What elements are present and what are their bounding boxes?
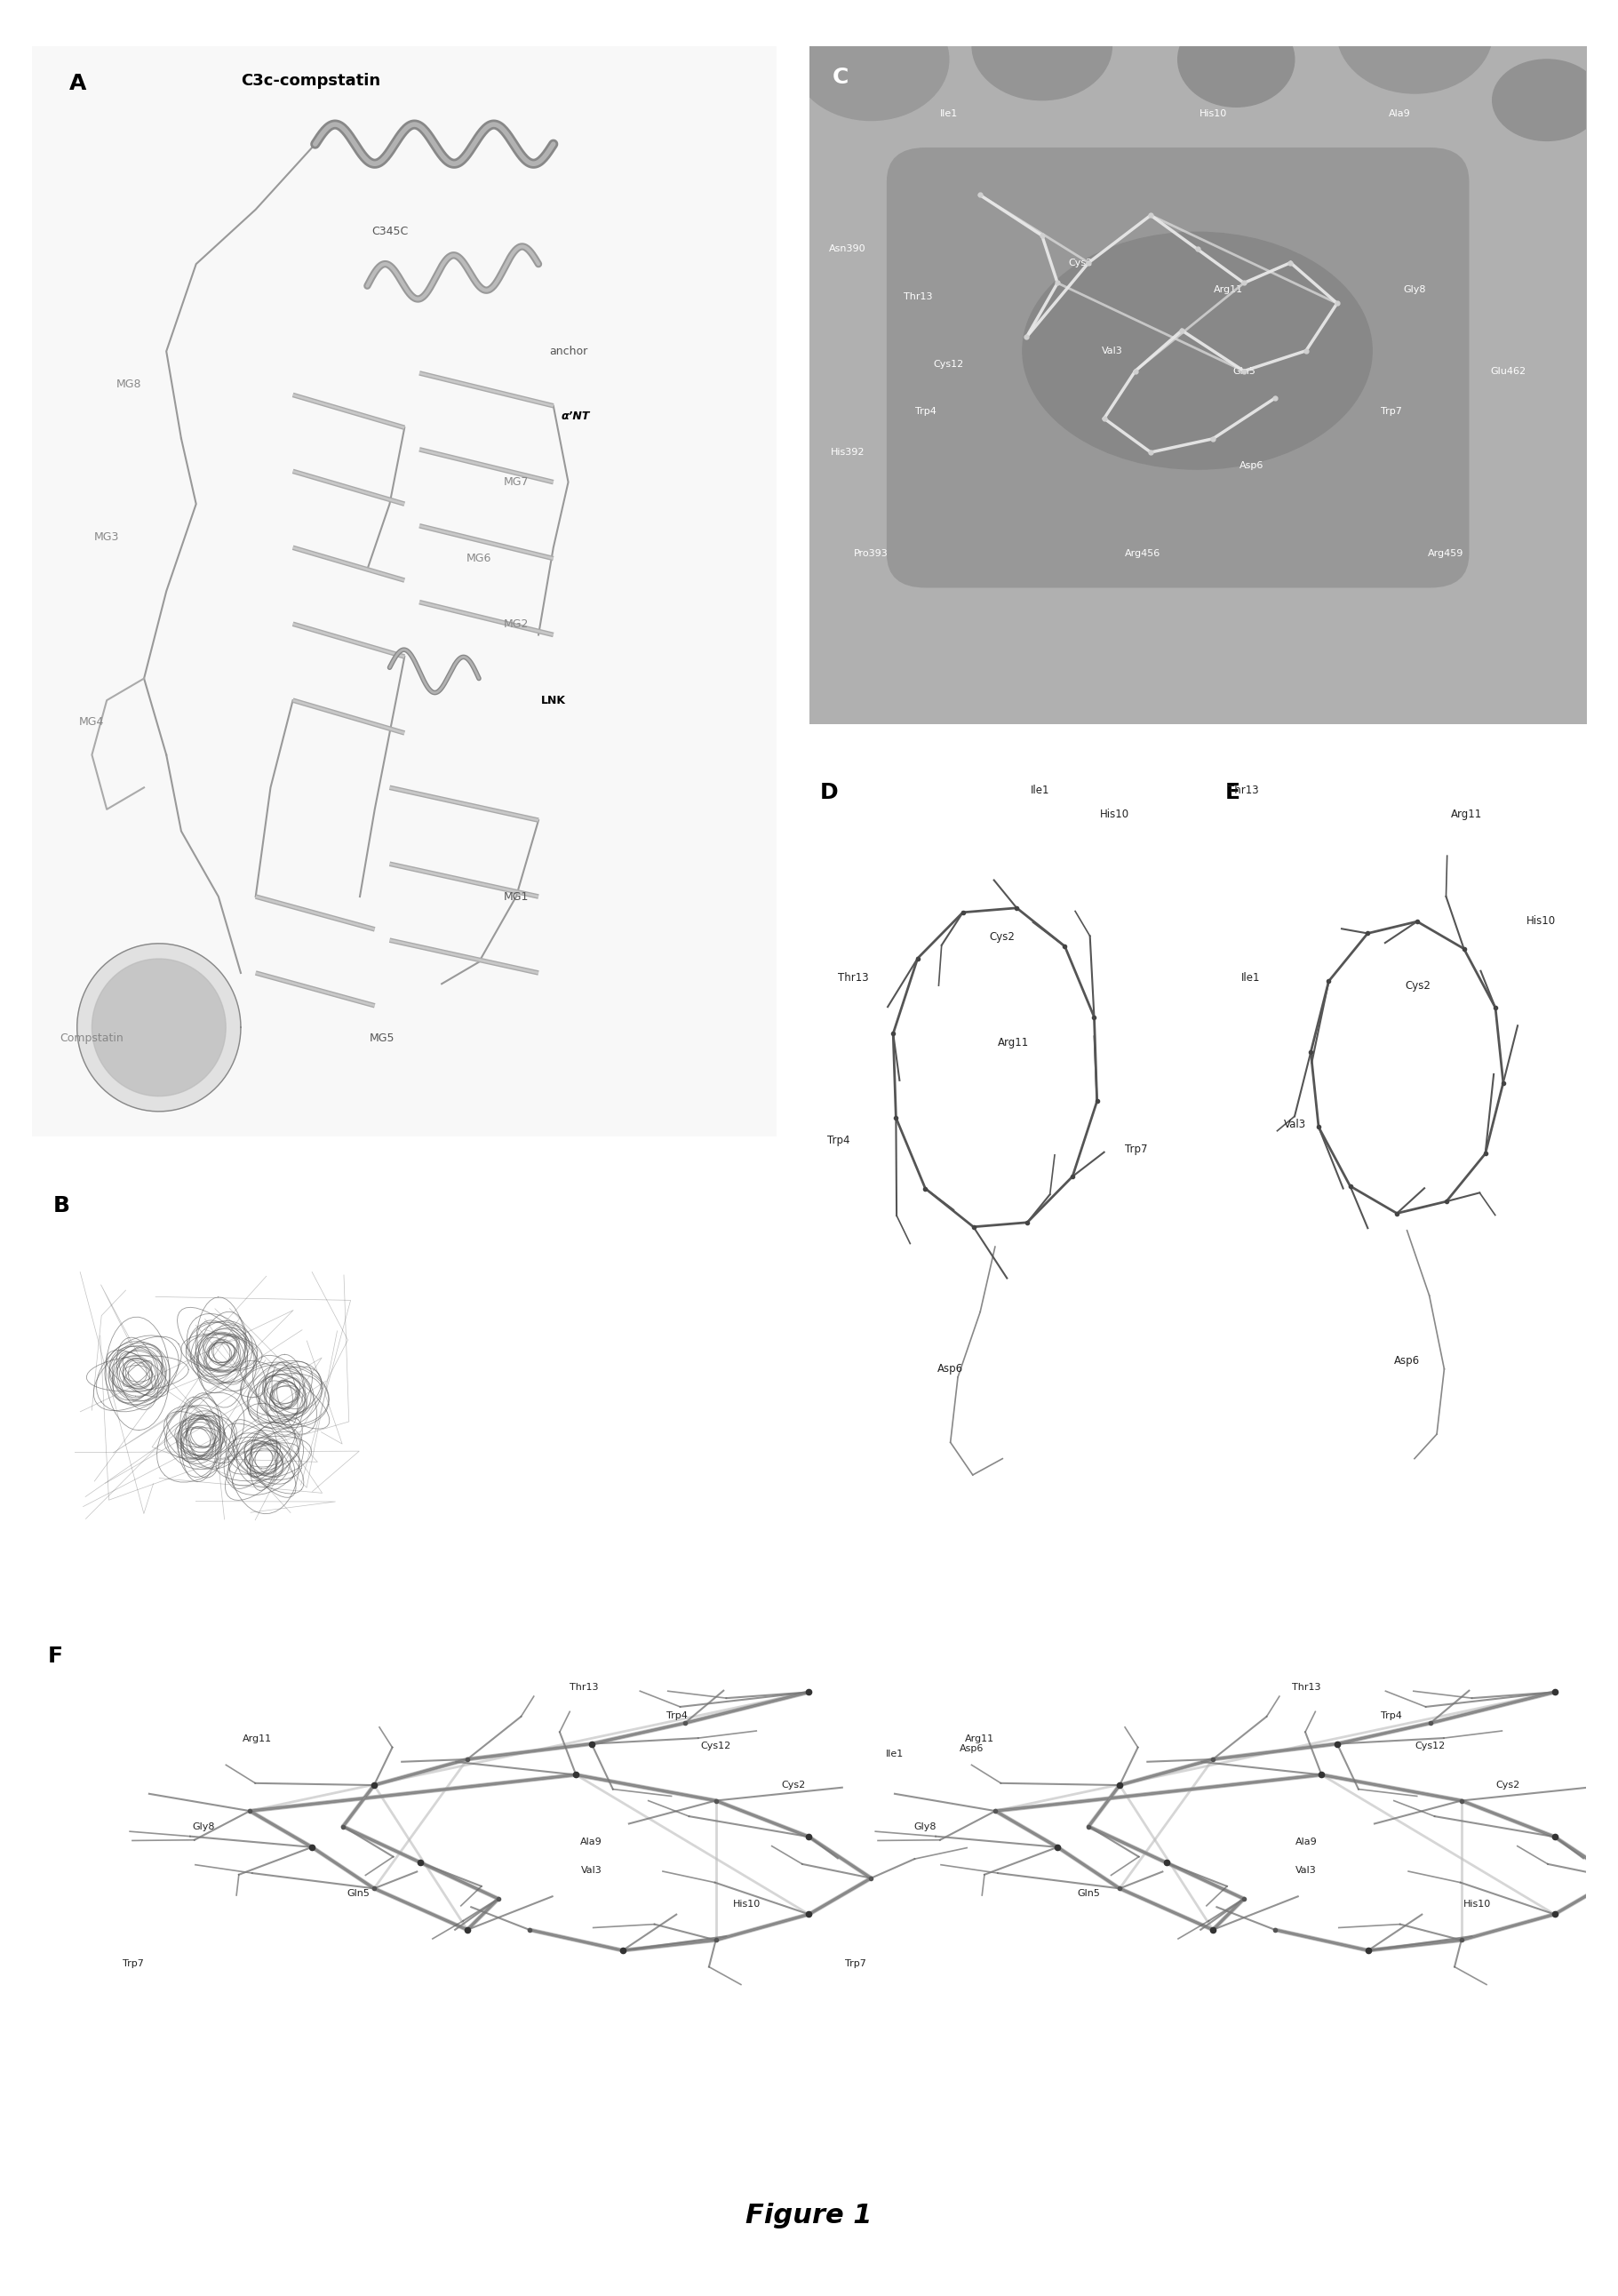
Text: Gly8: Gly8 [914,1823,937,1830]
Text: C3c-compstatin: C3c-compstatin [241,73,380,90]
Text: Ile1: Ile1 [940,110,958,117]
Text: MG5: MG5 [369,1033,395,1045]
Text: Cys12: Cys12 [1416,1743,1445,1752]
Text: Trp7: Trp7 [845,1958,866,1968]
Text: Thr13: Thr13 [1228,785,1259,797]
Ellipse shape [1178,11,1294,108]
Ellipse shape [793,0,948,119]
Text: Trp7: Trp7 [1380,406,1403,416]
Text: Val3: Val3 [1102,347,1123,356]
Text: Thr13: Thr13 [570,1683,599,1692]
FancyBboxPatch shape [887,147,1469,588]
Text: His10: His10 [1463,1899,1490,1908]
Text: Trp4: Trp4 [667,1711,688,1720]
Text: Ile1: Ile1 [885,1750,903,1759]
Text: A: A [70,73,87,94]
Text: Cys2: Cys2 [1497,1782,1519,1789]
Text: His10: His10 [1100,808,1129,820]
Text: Ala9: Ala9 [1388,110,1411,117]
Text: MG7: MG7 [503,475,529,489]
Text: Cys2: Cys2 [781,1782,806,1789]
Text: Trp7: Trp7 [123,1958,144,1968]
Text: Figure 1: Figure 1 [746,2202,872,2229]
Text: F: F [49,1646,63,1667]
Text: Arg11: Arg11 [1214,285,1243,294]
Text: Cys2: Cys2 [990,932,1016,944]
Text: C345C: C345C [371,225,408,236]
Text: Thr13: Thr13 [1291,1683,1320,1692]
Text: MG4: MG4 [79,716,105,728]
Text: Trp7: Trp7 [1125,1143,1147,1155]
Text: B: B [53,1196,70,1217]
Text: Asp6: Asp6 [937,1364,963,1375]
Text: Pro393: Pro393 [854,549,888,558]
Text: MG6: MG6 [466,553,492,565]
Text: Gln5: Gln5 [1233,367,1256,377]
Text: MG8: MG8 [116,379,142,390]
Text: Asn390: Asn390 [830,246,866,253]
Text: Arg11: Arg11 [1451,808,1482,820]
Text: Gly8: Gly8 [1403,285,1425,294]
Ellipse shape [972,0,1112,101]
Text: Val3: Val3 [581,1867,602,1876]
Text: Trp4: Trp4 [1380,1711,1403,1720]
Text: Glu462: Glu462 [1490,367,1526,377]
Text: Arg11: Arg11 [243,1733,272,1743]
Text: α’NT: α’NT [561,411,591,422]
Text: Arg11: Arg11 [998,1038,1029,1049]
Text: anchor: anchor [549,344,587,358]
Text: His392: His392 [830,448,866,457]
Text: His10: His10 [733,1899,760,1908]
Text: Asp6: Asp6 [1395,1355,1421,1366]
Text: Arg11: Arg11 [966,1733,995,1743]
Text: Ile1: Ile1 [1241,971,1260,983]
Text: His10: His10 [1526,914,1555,928]
Text: Cys2: Cys2 [1069,257,1092,266]
Polygon shape [78,944,241,1111]
Text: Val3: Val3 [1296,1867,1317,1876]
Text: Val3: Val3 [1285,1118,1306,1130]
Text: His10: His10 [1199,110,1226,117]
Text: Thr13: Thr13 [838,971,869,983]
Text: LNK: LNK [540,693,566,707]
Text: Cys12: Cys12 [934,360,964,370]
Text: D: D [820,783,838,804]
Text: Gln5: Gln5 [346,1890,371,1899]
Text: Cys2: Cys2 [1406,980,1430,992]
Ellipse shape [1492,60,1602,140]
Text: MG1: MG1 [503,891,529,902]
Text: E: E [1225,783,1239,804]
Text: Ala9: Ala9 [581,1837,602,1846]
Polygon shape [92,960,227,1095]
Text: Cys12: Cys12 [701,1743,731,1752]
Text: Trp4: Trp4 [914,406,937,416]
Text: Asp6: Asp6 [1239,461,1264,471]
Text: Gly8: Gly8 [193,1823,215,1830]
Ellipse shape [1023,232,1372,468]
Text: Thr13: Thr13 [903,292,932,301]
Text: Trp4: Trp4 [827,1134,849,1146]
Text: C: C [832,67,848,87]
Text: MG3: MG3 [94,530,120,542]
Text: Asp6: Asp6 [959,1745,984,1754]
Text: Arg459: Arg459 [1429,549,1464,558]
Text: Ala9: Ala9 [1294,1837,1317,1846]
Text: MG2: MG2 [503,618,529,629]
Text: Compstatin: Compstatin [60,1033,125,1045]
Text: Arg456: Arg456 [1125,549,1160,558]
Ellipse shape [1336,0,1492,94]
Text: Ile1: Ile1 [1031,785,1050,797]
Text: Gln5: Gln5 [1078,1890,1100,1899]
